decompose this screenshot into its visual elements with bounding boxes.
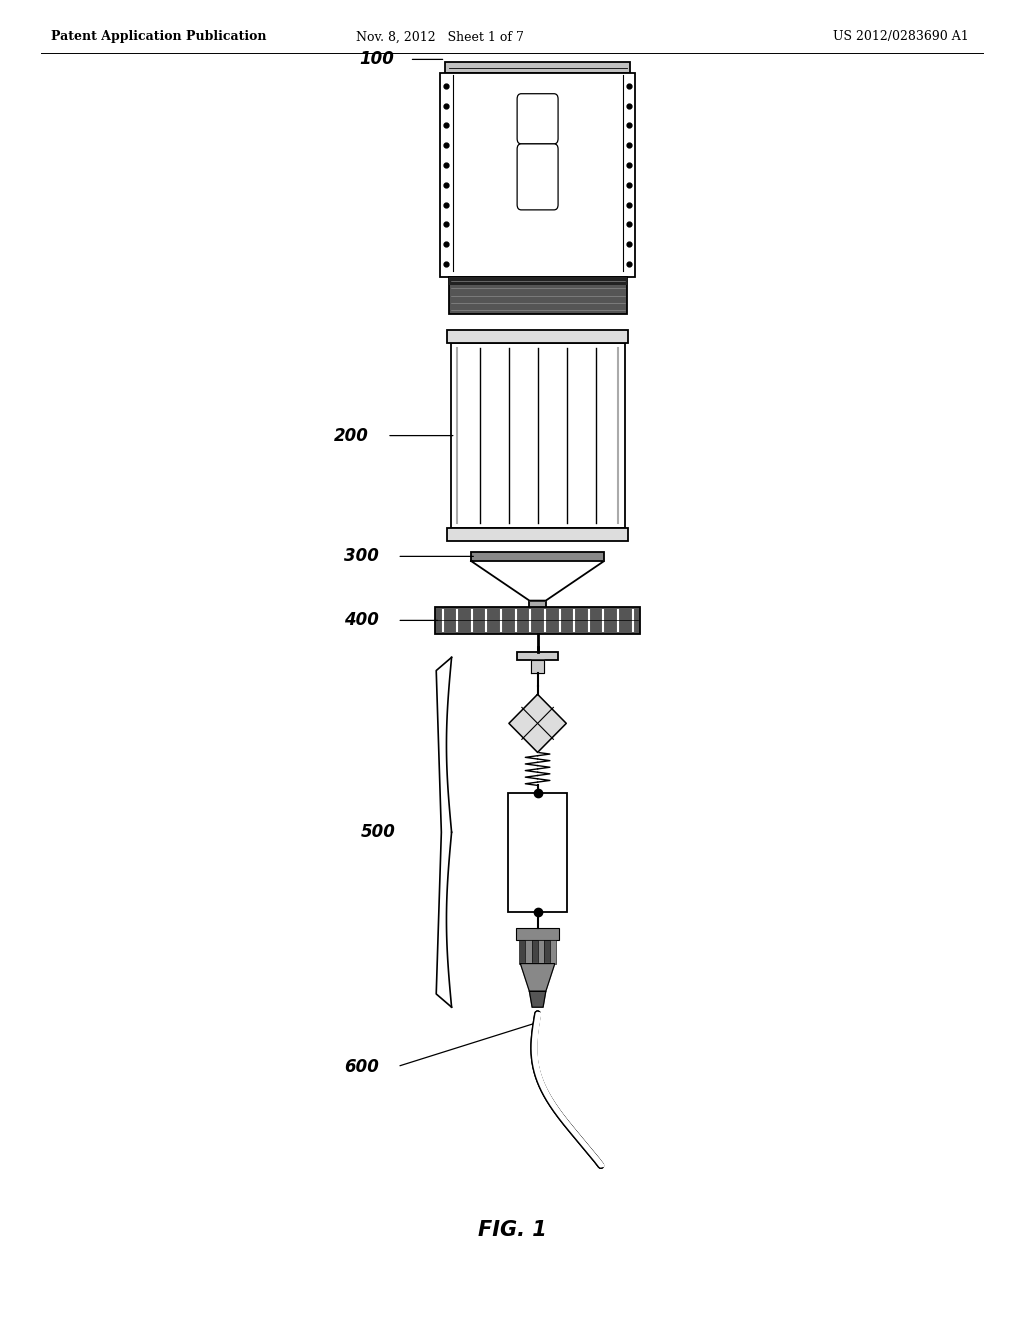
FancyBboxPatch shape [550,940,556,964]
FancyBboxPatch shape [538,940,544,964]
FancyBboxPatch shape [451,343,625,528]
FancyBboxPatch shape [516,928,559,940]
Text: FIG. 1: FIG. 1 [477,1220,547,1241]
Text: 100: 100 [359,50,394,69]
Text: Patent Application Publication: Patent Application Publication [51,30,266,44]
FancyBboxPatch shape [531,940,538,964]
FancyBboxPatch shape [440,73,635,277]
Text: 500: 500 [360,824,395,841]
Polygon shape [531,660,544,673]
FancyBboxPatch shape [447,528,628,541]
Polygon shape [509,694,566,752]
FancyBboxPatch shape [544,940,550,964]
FancyBboxPatch shape [517,94,558,144]
FancyBboxPatch shape [435,607,640,634]
FancyBboxPatch shape [525,940,531,964]
Text: 400: 400 [344,611,379,630]
FancyBboxPatch shape [445,62,630,73]
Text: 600: 600 [344,1057,379,1076]
Text: US 2012/0283690 A1: US 2012/0283690 A1 [834,30,969,44]
FancyBboxPatch shape [517,652,558,660]
Text: 200: 200 [334,426,369,445]
Polygon shape [471,561,604,601]
FancyBboxPatch shape [449,277,627,314]
Text: 300: 300 [344,548,379,565]
FancyBboxPatch shape [449,277,627,285]
Text: Nov. 8, 2012   Sheet 1 of 7: Nov. 8, 2012 Sheet 1 of 7 [356,30,524,44]
Polygon shape [520,964,555,991]
FancyBboxPatch shape [529,601,546,614]
Polygon shape [529,991,546,1007]
FancyBboxPatch shape [517,144,558,210]
FancyBboxPatch shape [519,940,525,964]
FancyBboxPatch shape [471,552,604,561]
FancyBboxPatch shape [508,793,567,912]
FancyBboxPatch shape [447,330,628,343]
